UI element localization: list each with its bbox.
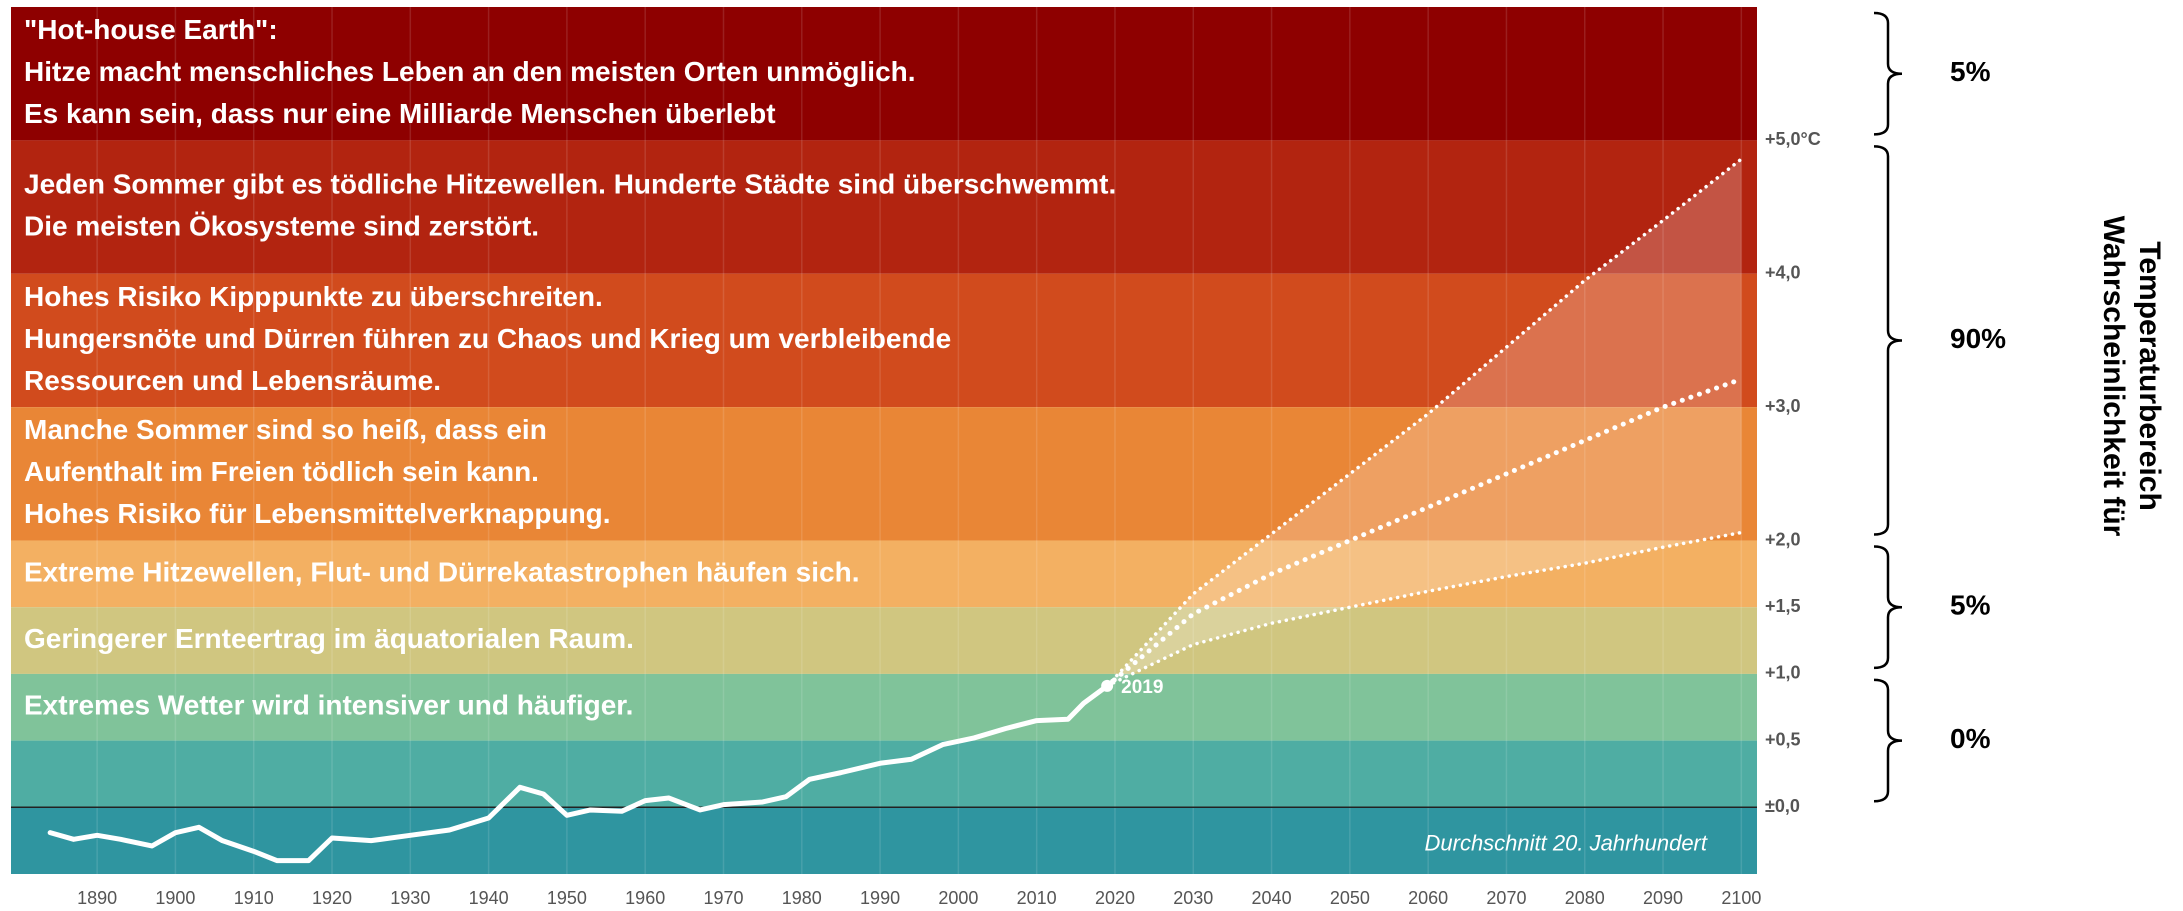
x-tick-label: 2060 <box>1408 888 1448 908</box>
probability-bracket <box>1873 11 1903 136</box>
x-tick-label: 2010 <box>1017 888 1057 908</box>
band-text: Die meisten Ökosysteme sind zerstört. <box>24 210 539 241</box>
y-tick-label: +1,5 <box>1765 596 1801 616</box>
band-text: Jeden Sommer gibt es tödliche Hitzewelle… <box>24 168 1116 199</box>
band-text: Aufenthalt im Freien tödlich sein kann. <box>24 456 539 487</box>
side-title-line: Wahrscheinlichkeit für <box>2097 216 2130 537</box>
band-text: Hungersnöte und Dürren führen zu Chaos u… <box>24 323 951 354</box>
x-tick-label: 1920 <box>312 888 352 908</box>
probability-label: 5% <box>1950 56 1991 87</box>
y-tick-label: +3,0 <box>1765 396 1801 416</box>
y-tick-label: +1,0 <box>1765 663 1801 683</box>
temperature-band <box>11 7 1757 141</box>
side-title: Wahrscheinlichkeit für Temperaturbereich <box>2097 216 2166 537</box>
temperature-line <box>47 683 1110 864</box>
y-tick-label: ±0,0 <box>1765 796 1800 816</box>
temperature-band <box>11 407 1757 541</box>
side-title-line: Temperaturbereich <box>2133 241 2166 511</box>
band-text: Manche Sommer sind so heiß, dass ein <box>24 414 547 445</box>
probability-label: 0% <box>1950 723 1991 754</box>
band-text: "Hot-house Earth": <box>24 14 278 45</box>
x-tick-label: 2000 <box>938 888 978 908</box>
x-tick-label: 1890 <box>77 888 117 908</box>
y-tick-label: +2,0 <box>1765 529 1801 549</box>
band-text: Hitze macht menschliches Leben an den me… <box>24 56 916 87</box>
temperature-band <box>11 607 1757 674</box>
temperature-band <box>11 140 1757 274</box>
x-tick-label: 1910 <box>234 888 274 908</box>
band-text: Hohes Risiko für Lebensmittelverknappung… <box>24 498 611 529</box>
x-tick-label: 1990 <box>860 888 900 908</box>
probability-bracket <box>1873 145 1903 536</box>
probability-label: 90% <box>1950 323 2006 354</box>
temperature-band <box>11 740 1757 808</box>
x-tick-label: 1980 <box>782 888 822 908</box>
band-text: Ressourcen und Lebensräume. <box>24 365 441 396</box>
projection-range <box>1107 159 1742 686</box>
x-tick-label: 1970 <box>703 888 743 908</box>
probability-label: 5% <box>1950 590 1991 621</box>
x-tick-label: 2030 <box>1173 888 1213 908</box>
baseline-label: Durchschnitt 20. Jahrhundert <box>1425 830 1708 855</box>
point-2019 <box>1101 679 1114 692</box>
temperature-band <box>11 673 1757 741</box>
x-tick-label: 1900 <box>155 888 195 908</box>
probability-bracket <box>1873 545 1903 670</box>
band-text: Extreme Hitzewellen, Flut- und Dürrekata… <box>24 556 860 587</box>
point-label: 2019 <box>1121 677 1163 698</box>
x-tick-label: 2020 <box>1095 888 1135 908</box>
probability-bracket <box>1873 678 1903 803</box>
temperature-band <box>11 540 1757 608</box>
x-tick-label: 2070 <box>1486 888 1526 908</box>
temperature-band <box>11 273 1757 408</box>
y-tick-label: +0,5 <box>1765 729 1801 749</box>
x-tick-label: 2090 <box>1643 888 1683 908</box>
y-tick-label: +5,0°C <box>1765 129 1821 149</box>
x-tick-label: 2100 <box>1721 888 1761 908</box>
band-text: Es kann sein, dass nur eine Milliarde Me… <box>24 98 776 129</box>
x-tick-label: 1930 <box>390 888 430 908</box>
band-text: Hohes Risiko Kipppunkte zu überschreiten… <box>24 281 603 312</box>
band-text: Extremes Wetter wird intensiver und häuf… <box>24 690 633 721</box>
y-tick-label: +4,0 <box>1765 263 1801 283</box>
band-text: Geringerer Ernteertrag im äquatorialen R… <box>24 623 634 654</box>
x-tick-label: 2050 <box>1330 888 1370 908</box>
x-tick-label: 1950 <box>547 888 587 908</box>
x-tick-label: 1960 <box>625 888 665 908</box>
x-tick-label: 2080 <box>1565 888 1605 908</box>
x-tick-label: 1940 <box>469 888 509 908</box>
x-tick-label: 2040 <box>1252 888 1292 908</box>
